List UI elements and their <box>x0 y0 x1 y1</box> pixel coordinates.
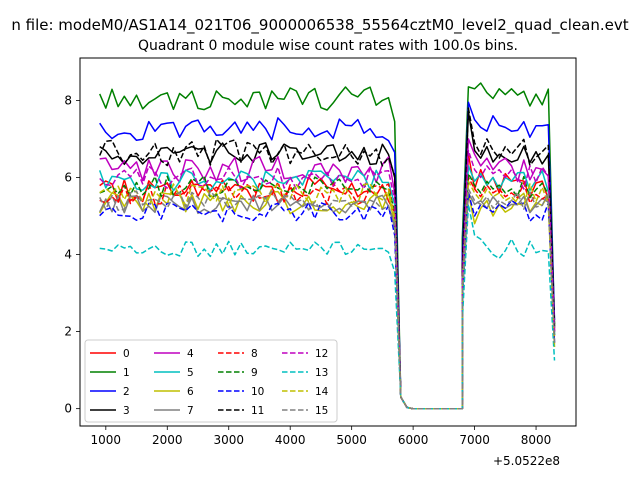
plot-area <box>98 82 556 410</box>
chart-title: Quadrant 0 module wise count rates with … <box>138 38 518 54</box>
series-line-10 <box>99 192 556 410</box>
x-tick-label: 2000 <box>152 433 183 447</box>
x-tick-label: 7000 <box>459 433 490 447</box>
legend-label-10: 10 <box>251 386 264 398</box>
x-tick-label: 3000 <box>213 433 244 447</box>
x-tick-label: 5000 <box>336 433 367 447</box>
series-line-1 <box>99 82 556 410</box>
x-tick-label: 1000 <box>91 433 122 447</box>
series-line-2 <box>99 101 556 410</box>
legend-label-5: 5 <box>187 367 194 379</box>
y-tick-label: 2 <box>64 325 72 339</box>
x-tick-label: 8000 <box>521 433 552 447</box>
legend-label-13: 13 <box>315 367 328 379</box>
legend-label-0: 0 <box>123 348 130 360</box>
legend-label-2: 2 <box>123 386 130 398</box>
y-tick-label: 4 <box>64 248 72 262</box>
series-line-12 <box>99 149 556 410</box>
legend-label-15: 15 <box>315 405 328 417</box>
x-tick-label: 4000 <box>275 433 306 447</box>
legend-label-11: 11 <box>251 405 264 417</box>
x-tick-label: 6000 <box>398 433 429 447</box>
legend-label-9: 9 <box>251 367 258 379</box>
series-line-13 <box>99 203 556 410</box>
series-line-9 <box>99 172 556 410</box>
series-line-14 <box>99 180 556 410</box>
series-group <box>98 82 556 410</box>
legend-label-8: 8 <box>251 348 258 360</box>
legend-label-3: 3 <box>123 405 130 417</box>
y-tick-label: 8 <box>64 93 72 107</box>
axes: 1000 2000 3000 4000 5000 6000 7000 8000 0 2 4 6 8 <box>64 57 577 447</box>
legend-label-4: 4 <box>187 348 194 360</box>
series-line-0 <box>99 153 556 410</box>
series-line-11 <box>99 107 556 410</box>
legend-label-1: 1 <box>123 367 130 379</box>
x-offset-label: +5.0522e8 <box>493 454 560 468</box>
series-line-4 <box>99 138 556 410</box>
y-tick-label: 0 <box>64 402 72 416</box>
legend-label-12: 12 <box>315 348 328 360</box>
axes-frame <box>79 57 577 427</box>
legend-label-6: 6 <box>187 386 194 398</box>
legend-box <box>84 339 338 423</box>
y-tick-label: 6 <box>64 170 72 184</box>
figure-suptitle: n file: modeM0/AS1A14_021T06_9000006538_… <box>11 16 628 35</box>
legend-label-14: 14 <box>315 386 329 398</box>
legend-label-7: 7 <box>187 405 194 417</box>
series-line-3 <box>99 111 556 410</box>
series-line-15 <box>99 188 556 410</box>
